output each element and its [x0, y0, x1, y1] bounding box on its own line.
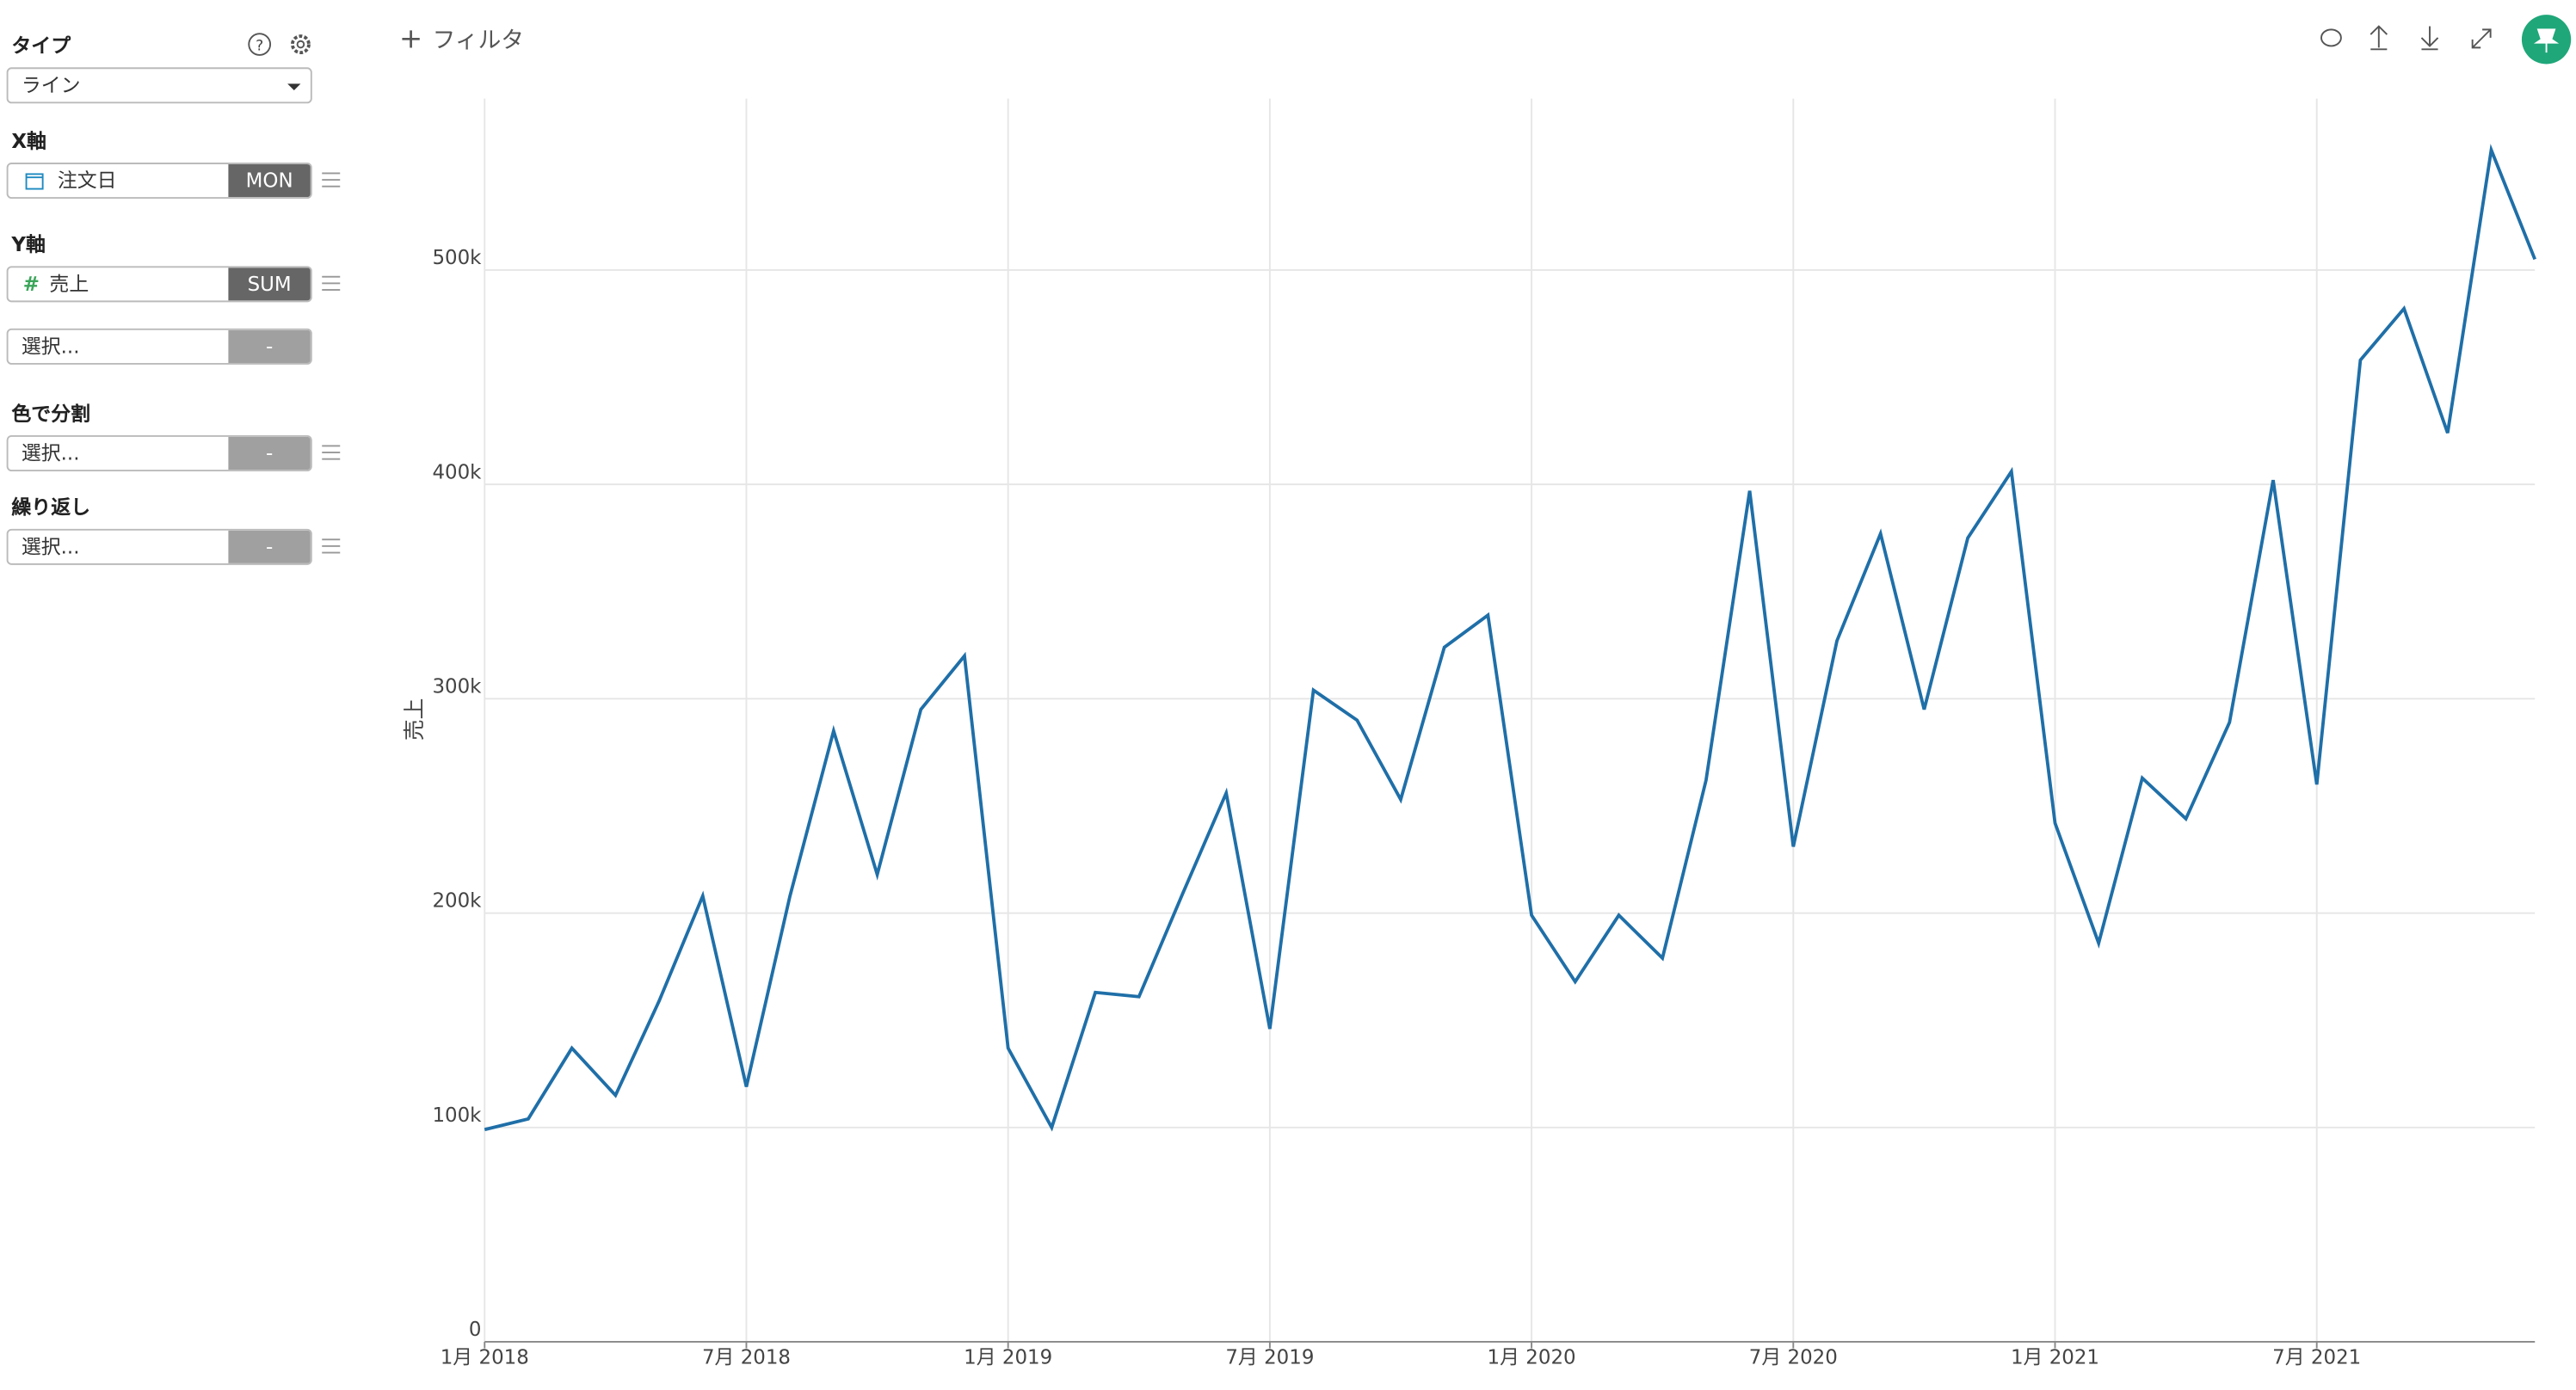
y-tick-label: 300k — [432, 675, 482, 698]
y-tick-label: 0 — [469, 1319, 482, 1341]
y-tick-label: 500k — [432, 247, 482, 269]
svg-text:?: ? — [256, 37, 263, 54]
caret — [278, 69, 311, 101]
y2-placeholder: 選択... — [21, 335, 80, 359]
x-tick-label: 1月 2019 — [964, 1347, 1052, 1369]
y-axis-label: 売上 — [402, 698, 427, 741]
color-agg[interactable]: - — [228, 436, 311, 471]
type-label: タイプ — [11, 34, 71, 58]
x-agg[interactable]: MON — [228, 163, 311, 198]
y2-agg[interactable]: - — [228, 329, 311, 363]
x-field[interactable]: 注文日 MON — [6, 163, 312, 200]
filter-button[interactable]: + フィルタ — [399, 23, 524, 56]
y2-field[interactable]: 選択... - — [6, 328, 312, 365]
y-label: Y軸 — [11, 233, 46, 256]
menu-icon[interactable] — [322, 445, 341, 460]
x-tick-label: 7月 2020 — [1749, 1347, 1838, 1369]
repeat-label: 繰り返し — [11, 495, 91, 520]
plus-icon: + — [398, 22, 423, 56]
y-agg[interactable]: SUM — [228, 268, 311, 301]
y-tick-label: 200k — [432, 890, 482, 913]
y-field[interactable]: # 売上 SUM — [6, 266, 312, 303]
color-label: 色で分割 — [11, 402, 91, 426]
x-tick-label: 7月 2018 — [702, 1347, 791, 1369]
repeat-field[interactable]: 選択... - — [6, 528, 312, 565]
help-icons[interactable]: ? — [246, 31, 328, 60]
repeat-agg[interactable]: - — [228, 530, 311, 563]
x-tick-label: 1月 2021 — [2011, 1347, 2099, 1369]
repeat-placeholder: 選択... — [21, 535, 80, 559]
type-select[interactable]: ライン — [6, 67, 312, 104]
toolbar-icons[interactable] — [2308, 13, 2576, 65]
menu-icon[interactable] — [322, 538, 341, 554]
x-field-name: 注文日 — [57, 169, 117, 193]
number-icon: # — [22, 272, 40, 296]
x-tick-label: 7月 2019 — [1225, 1347, 1314, 1369]
y-field-name: 売上 — [49, 272, 89, 296]
line — [484, 144, 2536, 1132]
x-tick-label: 1月 2018 — [441, 1347, 529, 1369]
menu-icon[interactable] — [322, 275, 341, 291]
y-tick-label: 100k — [432, 1104, 482, 1127]
color-placeholder: 選択... — [21, 441, 80, 465]
color-field[interactable]: 選択... - — [6, 434, 312, 471]
filter-text: フィルタ — [432, 28, 525, 55]
x-tick-label: 1月 2020 — [1488, 1347, 1576, 1369]
menu-icon[interactable] — [322, 172, 341, 188]
x-label: X軸 — [11, 129, 46, 153]
y-tick-label: 400k — [432, 461, 482, 483]
x-tick-label: 7月 2021 — [2272, 1347, 2361, 1369]
type-value: ライン — [21, 73, 81, 97]
